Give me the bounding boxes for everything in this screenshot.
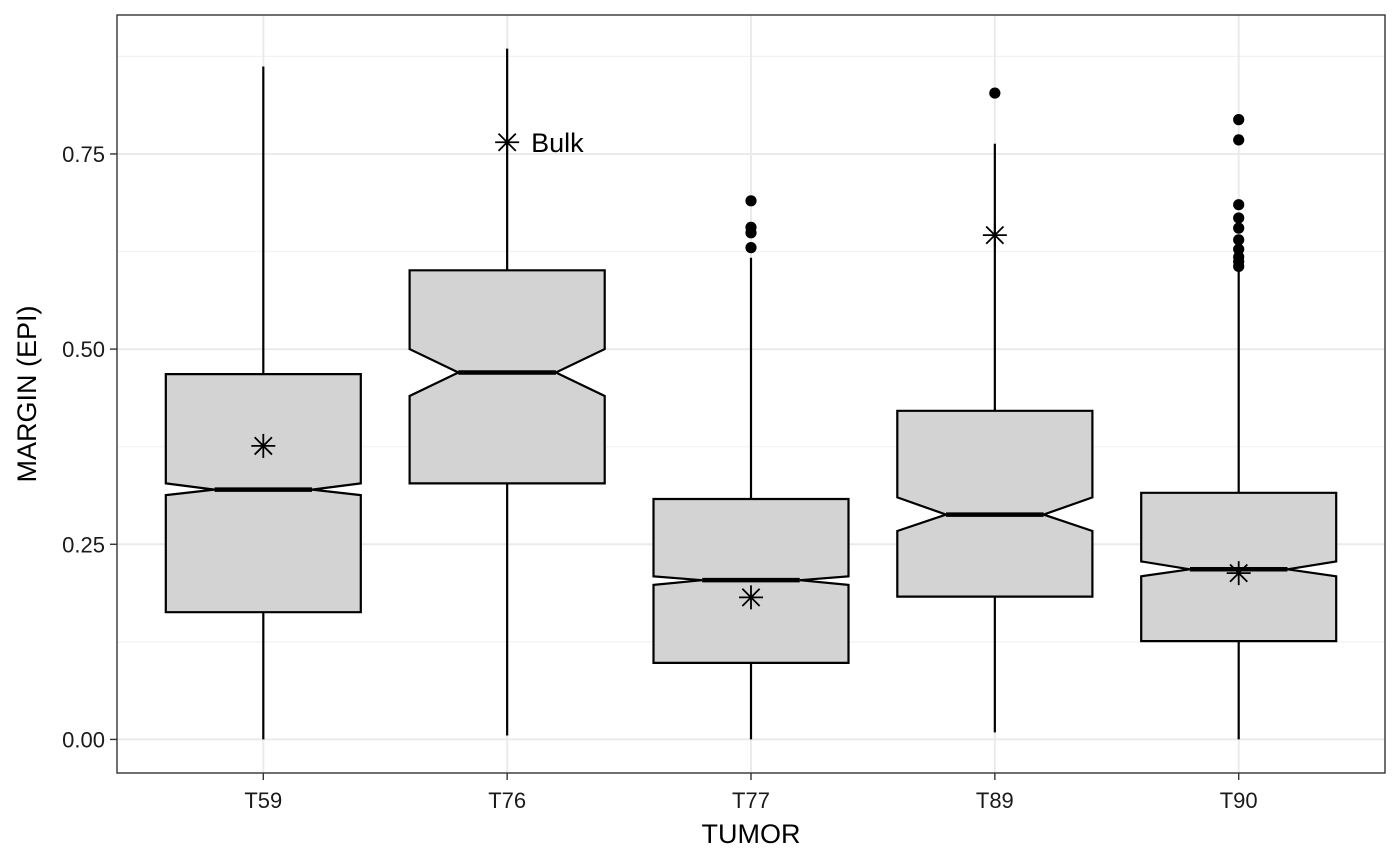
x-tick-label: T59 — [244, 788, 282, 813]
x-axis: T59 T76 T77 T89 T90 — [244, 773, 1258, 813]
outlier-point — [1233, 234, 1245, 246]
outlier-point — [989, 87, 1001, 99]
annotation-bulk-label: Bulk — [531, 128, 584, 158]
y-tick-label: 0.50 — [62, 337, 105, 362]
outlier-point — [1233, 251, 1245, 263]
box-T59 — [164, 66, 362, 740]
y-axis: 0.00 0.25 0.50 0.75 — [62, 142, 117, 752]
y-axis-title: MARGIN (EPI) — [12, 305, 42, 482]
outlier-point — [1233, 243, 1245, 255]
outlier-point — [745, 242, 757, 254]
bulk-marker — [495, 130, 520, 155]
outlier-point — [1233, 114, 1245, 126]
box-body — [896, 409, 1094, 598]
outlier-point — [1233, 222, 1245, 234]
outlier-point — [745, 195, 757, 207]
box-T89 — [896, 87, 1094, 733]
box-T90 — [1140, 114, 1338, 740]
box-body — [164, 373, 362, 614]
y-tick-label: 0.75 — [62, 142, 105, 167]
box-body — [408, 269, 606, 485]
x-tick-label: T90 — [1220, 788, 1258, 813]
x-tick-label: T77 — [732, 788, 770, 813]
box-T76 — [408, 48, 606, 736]
x-tick-label: T89 — [976, 788, 1014, 813]
x-axis-title: TUMOR — [702, 819, 801, 849]
bulk-marker — [1226, 561, 1251, 586]
outlier-point — [1233, 134, 1245, 146]
x-tick-label: T76 — [488, 788, 526, 813]
outlier-point — [1233, 199, 1245, 211]
outlier-point — [745, 221, 757, 233]
boxes: Bulk — [164, 48, 1338, 740]
outlier-point — [1233, 212, 1245, 224]
y-tick-label: 0.00 — [62, 727, 105, 752]
bulk-marker — [982, 223, 1007, 248]
bulk-marker — [251, 433, 276, 458]
y-tick-label: 0.25 — [62, 532, 105, 557]
bulk-marker — [739, 585, 763, 610]
box-T77 — [652, 195, 850, 740]
